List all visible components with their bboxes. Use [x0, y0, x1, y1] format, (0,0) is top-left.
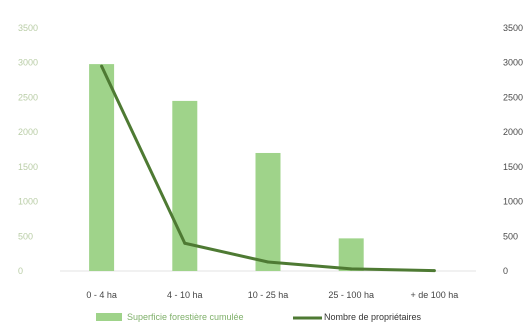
y-right-tick-label: 1500 — [503, 162, 523, 172]
y-left-tick-label: 1000 — [18, 197, 38, 207]
x-tick-label: 10 - 25 ha — [248, 290, 289, 300]
y-right-tick-label: 3500 — [503, 23, 523, 33]
line-point — [100, 64, 104, 68]
y-left-tick-label: 500 — [18, 231, 33, 241]
y-left-tick-label: 0 — [18, 266, 23, 276]
line-point — [266, 260, 270, 264]
x-tick-label: 0 - 4 ha — [86, 290, 117, 300]
line-point — [432, 269, 436, 273]
x-tick-label: + de 100 ha — [411, 290, 459, 300]
legend-bar-swatch — [96, 313, 122, 321]
line-point — [349, 267, 353, 271]
line-point — [183, 241, 187, 245]
y-right-tick-label: 0 — [503, 266, 508, 276]
legend-bar-label: Superficie forestière cumulée — [127, 312, 244, 322]
x-tick-label: 4 - 10 ha — [167, 290, 203, 300]
y-left-tick-label: 1500 — [18, 162, 38, 172]
y-left-tick-label: 2500 — [18, 92, 38, 102]
bar — [338, 238, 364, 271]
y-axis-right: 0 500 1000 1500 2000 2500 3000 3500 — [503, 23, 523, 276]
bar — [89, 64, 115, 271]
y-right-tick-label: 500 — [503, 231, 518, 241]
y-left-tick-label: 3000 — [18, 58, 38, 68]
y-left-tick-label: 3500 — [18, 23, 38, 33]
line-series — [100, 64, 436, 273]
bar — [255, 152, 281, 271]
y-right-tick-label: 2500 — [503, 92, 523, 102]
x-tick-label: 25 - 100 ha — [328, 290, 374, 300]
y-right-tick-label: 1000 — [503, 197, 523, 207]
legend: Superficie forestière cumulée Nombre de … — [96, 312, 422, 322]
legend-line-label: Nombre de propriétaires — [324, 312, 422, 322]
y-left-tick-label: 2000 — [18, 127, 38, 137]
y-right-tick-label: 3000 — [503, 58, 523, 68]
x-axis: 0 - 4 ha 4 - 10 ha 10 - 25 ha 25 - 100 ha + … — [86, 290, 458, 300]
y-right-tick-label: 2000 — [503, 127, 523, 137]
bar-series — [89, 64, 364, 272]
y-axis-left: 0 500 1000 1500 2000 2500 3000 3500 — [18, 23, 38, 276]
